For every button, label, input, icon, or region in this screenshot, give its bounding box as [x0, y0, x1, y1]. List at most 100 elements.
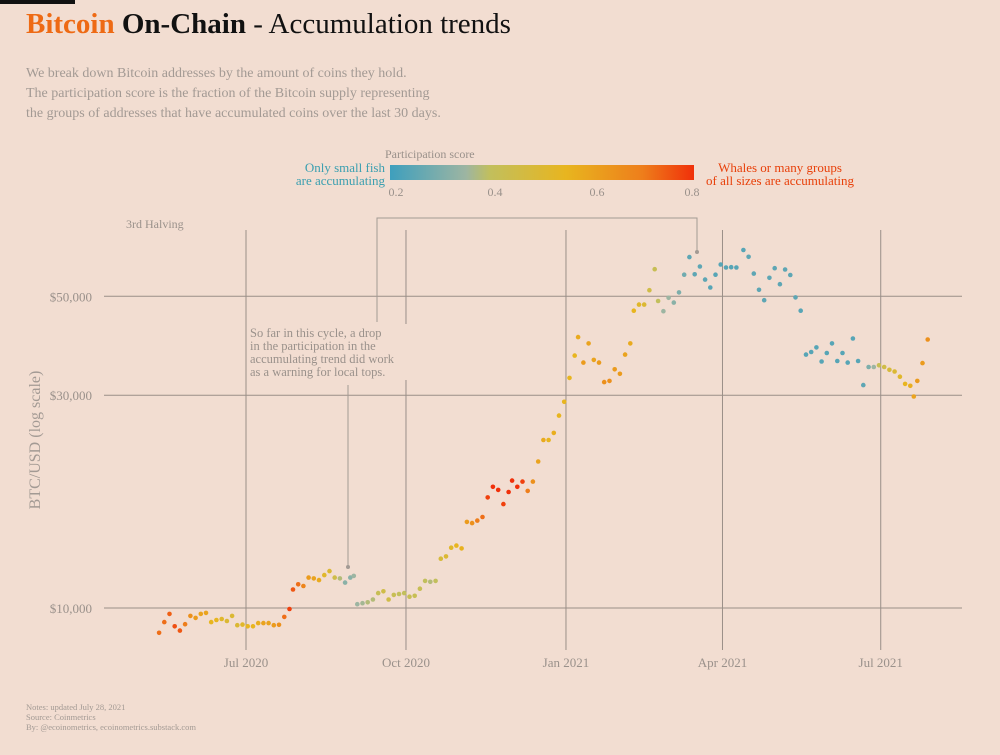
data-point [290, 587, 296, 592]
data-point [751, 271, 757, 276]
data-point [475, 518, 480, 523]
data-point [666, 295, 671, 301]
annotation-text: in the participation in the [250, 339, 376, 353]
data-point [876, 363, 882, 368]
data-point [746, 254, 751, 260]
data-point [782, 267, 788, 272]
legend-tick: 0.4 [488, 185, 503, 199]
subtitle-line: the groups of addresses that have accumu… [26, 106, 441, 121]
data-point [835, 358, 840, 364]
data-point [718, 262, 723, 267]
data-point [306, 575, 311, 580]
data-point [506, 489, 511, 495]
data-point [198, 611, 204, 617]
data-point [788, 272, 793, 278]
data-point [396, 591, 402, 597]
data-point [469, 520, 475, 526]
legend-left-label: are accumulating [296, 173, 386, 188]
legend-right-label: of all sizes are accumulating [706, 173, 854, 188]
halving-label: 3rd Halving [126, 217, 184, 231]
data-point [636, 302, 642, 307]
subtitle-line: We break down Bitcoin addresses by the a… [26, 66, 407, 81]
data-point [208, 619, 214, 625]
data-point [342, 580, 348, 585]
data-point [723, 265, 729, 270]
data-point [575, 334, 581, 340]
data-point [266, 620, 271, 626]
title-onchain: On-Chain [121, 8, 246, 40]
data-point [276, 622, 282, 628]
data-point [381, 589, 386, 594]
subtitle-line: The participation score is the fraction … [26, 86, 430, 101]
data-point [509, 478, 515, 483]
legend-left-label: Only small fish [305, 160, 386, 175]
data-point [692, 272, 697, 277]
data-point [355, 601, 360, 607]
data-point [407, 594, 412, 599]
legend-tick: 0.2 [389, 185, 404, 199]
data-point [327, 568, 332, 574]
data-point [920, 360, 925, 366]
annotation-dot [346, 565, 350, 569]
data-point [322, 572, 327, 578]
data-point [866, 364, 871, 370]
data-point [188, 613, 193, 619]
data-point [530, 479, 536, 484]
data-point [250, 624, 256, 629]
data-point [741, 247, 746, 253]
data-point [819, 359, 824, 364]
data-point [495, 487, 501, 493]
data-point [617, 371, 623, 377]
data-point [798, 308, 803, 314]
data-point [433, 578, 438, 584]
data-point [240, 622, 245, 627]
data-point [772, 265, 777, 271]
data-point [203, 610, 209, 616]
data-point [501, 501, 506, 507]
data-point [641, 302, 647, 307]
data-point [525, 488, 530, 494]
notes-byline: By: @ecoinometrics, ecoinometrics.substa… [26, 722, 196, 732]
data-point [702, 277, 708, 282]
data-point [172, 624, 177, 629]
data-point [454, 543, 459, 548]
data-point [567, 375, 572, 381]
data-point [681, 272, 687, 278]
legend-right-label: Whales or many groups [718, 160, 842, 175]
data-point [697, 264, 703, 269]
data-point [840, 350, 845, 356]
data-point [687, 254, 692, 260]
data-point [348, 575, 353, 580]
data-point [287, 606, 292, 612]
data-point [448, 545, 454, 550]
annotation-bracket [376, 217, 698, 322]
data-point [422, 578, 428, 584]
data-point [601, 379, 607, 385]
data-point [911, 394, 917, 399]
data-point [546, 437, 551, 443]
data-point [245, 624, 250, 629]
data-point [255, 620, 261, 626]
data-point [902, 381, 908, 387]
data-point [443, 554, 449, 559]
data-point [182, 621, 188, 627]
data-point [586, 341, 591, 346]
data-point [282, 614, 287, 620]
y-tick-label: $10,000 [50, 601, 92, 616]
data-point [871, 364, 877, 370]
data-point [541, 437, 546, 443]
data-point [814, 345, 819, 350]
data-point [581, 360, 586, 365]
notes-updated: Notes: updated July 28, 2021 [26, 702, 126, 712]
legend-tick: 0.8 [685, 185, 700, 199]
subtitle: We break down Bitcoin addresses by the a… [26, 64, 441, 124]
data-point [824, 350, 830, 356]
data-point [412, 593, 418, 599]
data-point [401, 590, 407, 596]
data-point [861, 382, 866, 388]
data-point [756, 287, 762, 293]
data-point [829, 341, 835, 346]
axes: 3rd Halving BTC/USD (log scale) $10,000 $… [27, 217, 903, 670]
data-point [908, 383, 913, 389]
